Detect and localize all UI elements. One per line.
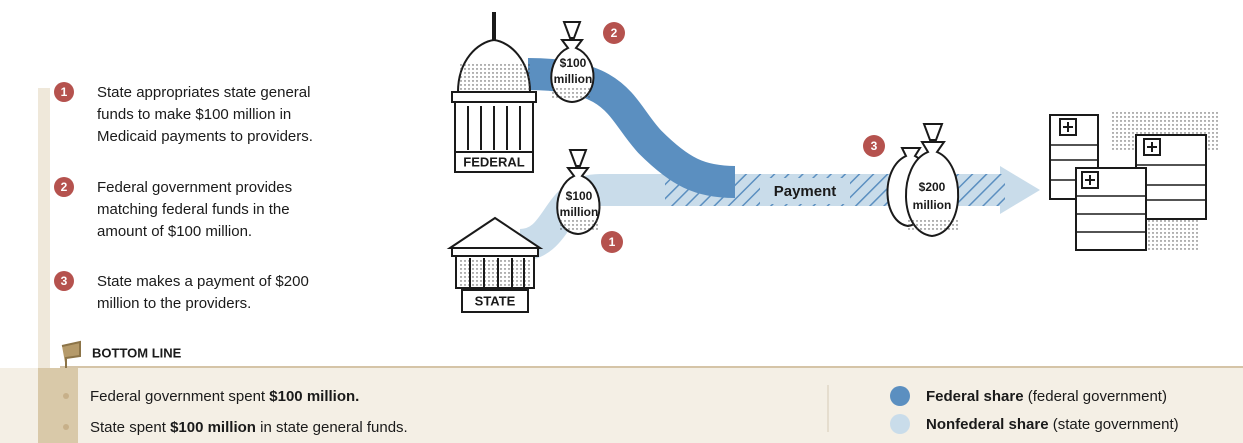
legend-swatch [890,386,910,406]
federal-building: FEDERAL [452,12,536,172]
bag-label: $200 [919,180,946,194]
money-bag: $200 million [887,124,958,236]
legend-entry: Federal share (federal government) [926,388,1167,405]
step-text: million to the providers. [97,295,251,312]
money-bag: $100 million [551,22,593,102]
section-title: BOTTOM LINE [92,345,182,360]
step-text: amount of $100 million. [97,223,252,240]
statement-text: Federal government spent [90,388,269,405]
legend-note: (state government) [1049,416,1179,433]
statement-amount: $100 million. [269,388,359,405]
building-label: FEDERAL [463,154,524,169]
step-text: Federal government provides [97,179,292,196]
legend-name: Nonfederal share [926,416,1049,433]
payment-arrowhead [1000,166,1040,214]
bag-label: million [913,198,952,212]
legend-name: Federal share [926,388,1024,405]
building-label: STATE [475,293,516,308]
payment-label: Payment [774,183,837,200]
statement: State spent $100 million in state genera… [90,419,408,436]
flag-icon [62,342,80,368]
bag-label: $100 [566,189,593,203]
statement-text: in state general funds. [256,419,408,436]
money-bag: $100 million [557,150,599,234]
step-number: 1 [61,85,68,99]
step-number: 1 [609,235,616,249]
step-text: State makes a payment of $200 [97,273,309,290]
step-number: 2 [61,180,68,194]
step-text: funds to make $100 million in [97,106,291,123]
statement-amount: $100 million [170,419,256,436]
bag-label: million [560,205,599,219]
bullet [63,424,69,430]
legend-note: (federal government) [1024,388,1167,405]
step-text: matching federal funds in the [97,201,290,218]
steps: 1 State appropriates state general funds… [54,82,313,312]
bullet [63,393,69,399]
legend-entry: Nonfederal share (state government) [926,416,1179,433]
statement: Federal government spent $100 million. [90,388,359,405]
step-text: Medicaid payments to providers. [97,128,313,145]
step-number: 3 [871,139,878,153]
statement-text: State spent [90,419,170,436]
infographic: 1 State appropriates state general funds… [0,0,1243,443]
bottom-band-accent [38,368,78,443]
bag-label: million [554,72,593,86]
providers [1050,112,1220,250]
side-strip [38,88,50,368]
step-number: 3 [61,274,68,288]
step-number: 2 [611,26,618,40]
legend-swatch [890,414,910,434]
step-text: State appropriates state general [97,84,310,101]
bag-label: $100 [560,56,587,70]
